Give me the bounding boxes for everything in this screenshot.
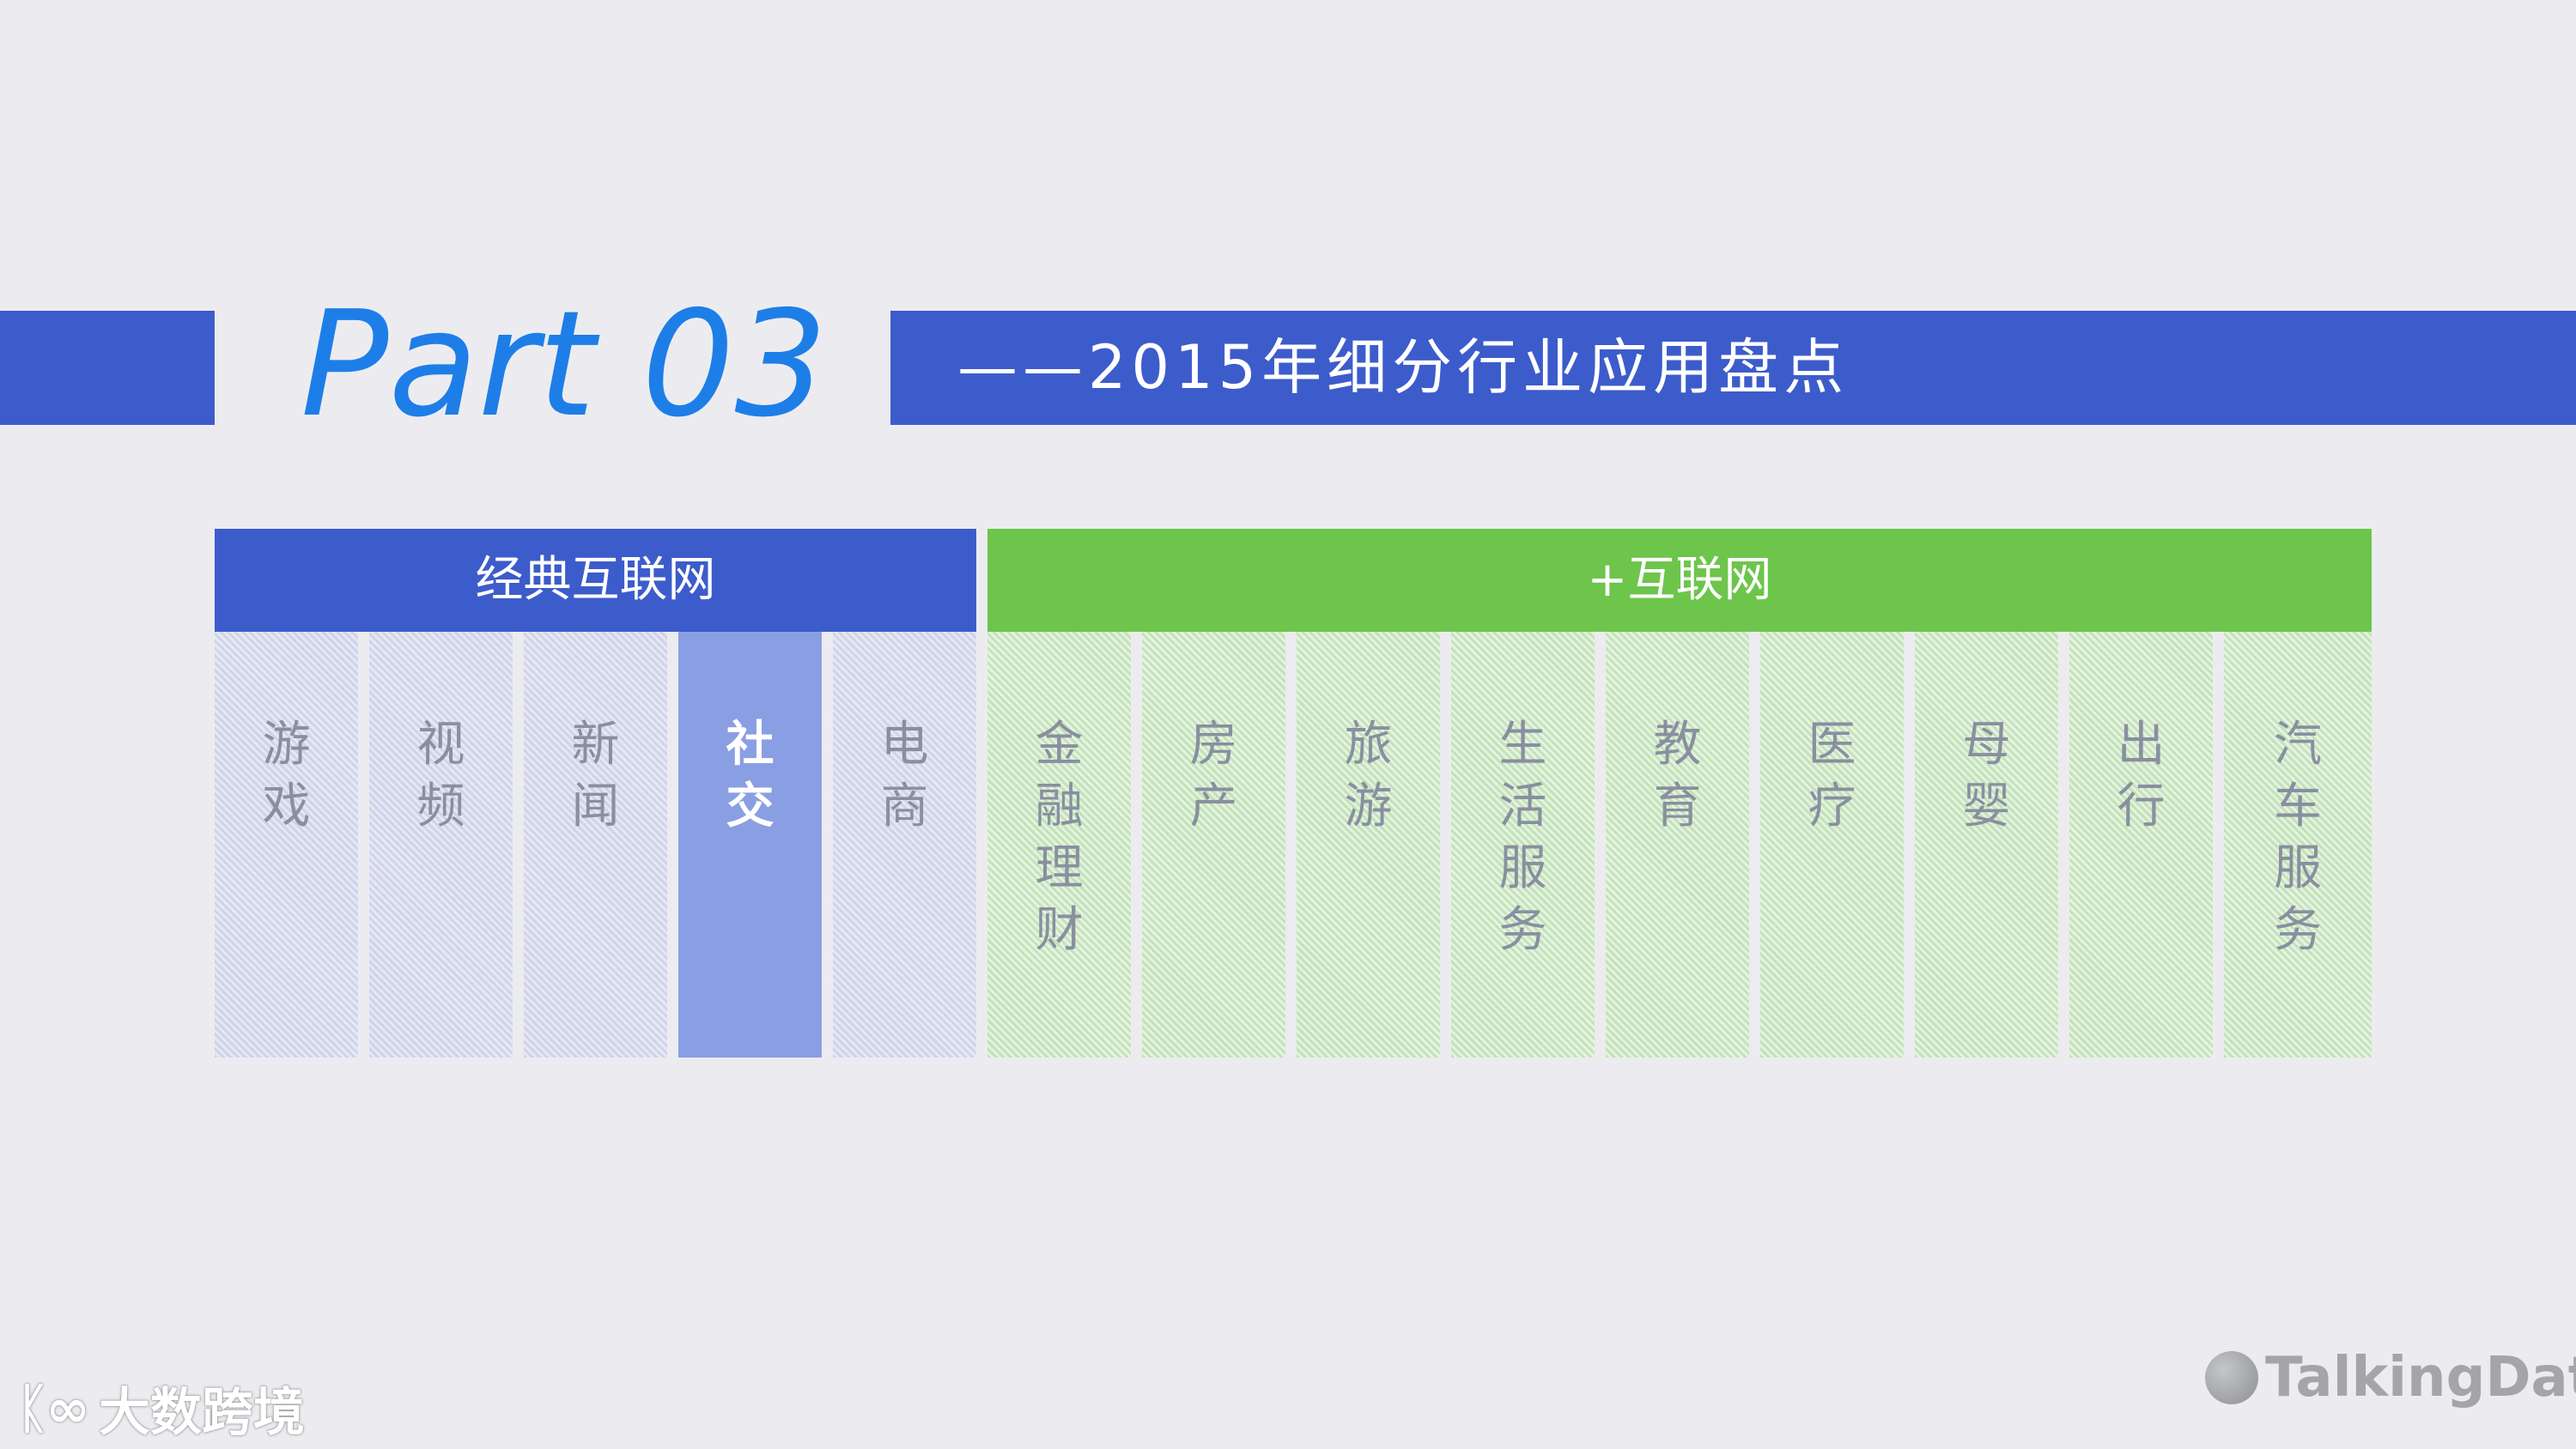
category-char: 服 — [2274, 840, 2322, 896]
category-char: 产 — [1189, 779, 1238, 834]
category-char: 房 — [1189, 717, 1238, 773]
category-column-realestate: 房产 — [1142, 632, 1285, 1058]
category-column-ecommerce: 电商 — [833, 632, 976, 1058]
category-char: 融 — [1035, 779, 1084, 834]
category-char: 戏 — [262, 779, 311, 834]
category-char: 服 — [1498, 840, 1547, 896]
talkingdata-logo-icon — [2205, 1351, 2258, 1404]
header-bar-left — [0, 311, 215, 425]
category-char: 商 — [880, 779, 929, 834]
category-column-medical: 医疗 — [1760, 632, 1904, 1058]
category-char: 出 — [2117, 717, 2166, 773]
category-char: 游 — [1344, 779, 1393, 834]
category-char: 频 — [416, 779, 465, 834]
watermark-left-text: 大数跨境 — [98, 1382, 305, 1443]
watermark-right-text: TalkingData — [2265, 1346, 2576, 1410]
category-char: 交 — [726, 779, 775, 834]
category-char: 务 — [2274, 902, 2322, 958]
category-char: 疗 — [1807, 779, 1856, 834]
category-column-finance: 金融理财 — [987, 632, 1131, 1058]
category-char: 医 — [1807, 717, 1856, 773]
group-header-classic-internet: 经典互联网 — [215, 529, 976, 632]
category-char: 金 — [1035, 717, 1084, 773]
category-char: 活 — [1498, 779, 1547, 834]
category-column-game: 游戏 — [215, 632, 358, 1058]
category-char: 婴 — [1962, 779, 2011, 834]
category-column-news: 新闻 — [524, 632, 667, 1058]
category-column-video: 视频 — [369, 632, 513, 1058]
category-char: 闻 — [571, 779, 620, 834]
category-char: 新 — [571, 717, 620, 773]
category-char: 旅 — [1344, 717, 1393, 773]
category-char: 电 — [880, 717, 929, 773]
category-char: 育 — [1653, 779, 1702, 834]
kee-logo-icon: ᛕ∞ — [17, 1376, 90, 1440]
part-title: Part 03 — [301, 280, 828, 450]
category-char: 汽 — [2274, 717, 2322, 773]
category-column-education: 教育 — [1606, 632, 1749, 1058]
category-char: 教 — [1653, 717, 1702, 773]
watermark-dashukuajing: ᛕ∞ 大数跨境 — [17, 1369, 305, 1446]
category-char: 财 — [1035, 902, 1084, 958]
category-char: 行 — [2117, 779, 2166, 834]
watermark-talkingdata: TalkingData — [2205, 1343, 2576, 1412]
section-subtitle: ——2015年细分行业应用盘点 — [957, 332, 1850, 403]
group-header-internet-plus: +互联网 — [987, 529, 2372, 632]
category-char: 视 — [416, 717, 465, 773]
category-char: 车 — [2274, 779, 2322, 834]
category-column-lifeservice: 生活服务 — [1451, 632, 1595, 1058]
category-column-autoservice: 汽车服务 — [2224, 632, 2372, 1058]
category-char: 母 — [1962, 717, 2011, 773]
category-char: 游 — [262, 717, 311, 773]
category-column-maternity: 母婴 — [1915, 632, 2058, 1058]
category-char: 社 — [726, 717, 775, 773]
category-char: 务 — [1498, 902, 1547, 958]
category-char: 理 — [1035, 840, 1084, 896]
header-bar-right — [890, 311, 2576, 425]
category-char: 生 — [1498, 717, 1547, 773]
category-column-social: 社交 — [678, 632, 822, 1058]
category-column-transport: 出行 — [2069, 632, 2213, 1058]
category-column-travel: 旅游 — [1297, 632, 1440, 1058]
